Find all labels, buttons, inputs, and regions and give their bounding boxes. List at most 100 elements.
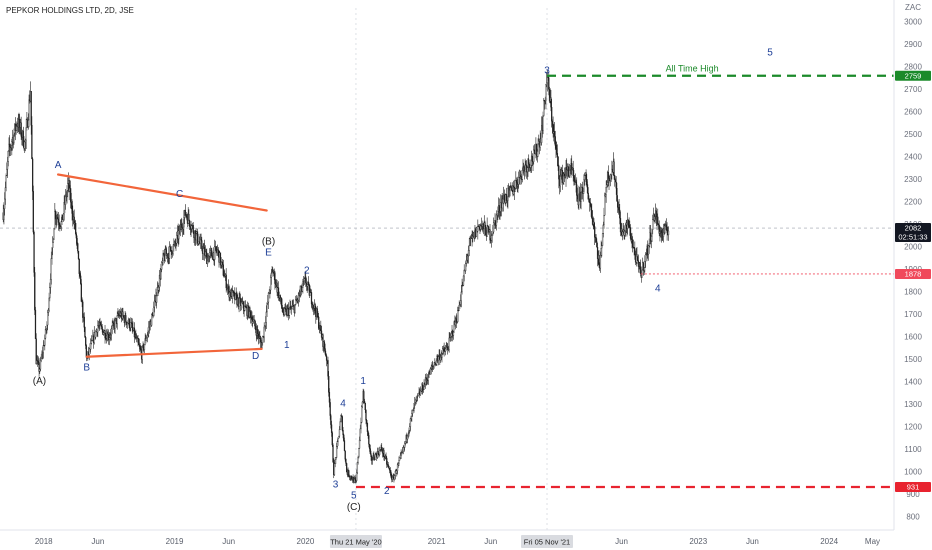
candle-body [457,310,459,322]
candle-body [615,181,617,189]
candle-body [369,448,371,454]
candle-body [639,262,641,267]
candle-body [306,284,308,287]
candle-body [348,470,350,477]
candle-body [39,359,42,370]
y-tick-label: 3000 [904,18,922,27]
candle-body [622,231,624,236]
candle-body [20,122,22,137]
candle-body [301,287,303,292]
candle-body [27,119,29,128]
candle-body [128,319,131,329]
candle-body [75,222,77,234]
candle-body [650,235,652,242]
candle-body [604,195,606,216]
candles [2,70,670,484]
candle-body [398,460,400,464]
candle-body [531,155,533,162]
candle-body [546,82,548,85]
candle-body [417,393,419,396]
candle-body [153,300,156,308]
candle-body [387,464,389,467]
candle-body [108,337,110,341]
wave-label: 5 [351,491,357,502]
candle-body [462,275,465,286]
candle-body [324,348,326,354]
low-price-badge-text: 931 [907,483,920,492]
candle-body [161,260,164,263]
candle-body [548,77,550,90]
candle-body [261,342,263,349]
candle-body [267,292,270,303]
candle-body [125,315,127,322]
candle-body [44,328,47,339]
candle-body [53,228,55,240]
candle-body [160,269,162,279]
candle-body [24,139,27,143]
candle-body [654,216,656,221]
candle-body [551,120,554,126]
candle-body [568,170,571,177]
candle-body [618,207,620,211]
candle-body [404,443,406,448]
candle-body [211,250,213,257]
candle-body [343,440,346,451]
candle-body [209,252,211,257]
candle-body [32,191,34,233]
candle-body [49,279,52,288]
candle-body [191,225,193,230]
candle-body [208,255,210,262]
candle-body [589,202,592,206]
candle-body [409,426,411,431]
candle-body [84,327,86,338]
candle-body [310,292,313,305]
trendline [85,347,263,358]
candle-body [77,243,79,252]
candle-body [35,338,37,365]
candle-body [265,311,267,323]
candle-body [399,454,402,459]
candle-body [338,429,341,437]
candle-body [281,305,283,309]
candle-body [215,246,217,251]
candle-body [364,402,366,411]
candle-body [336,441,338,447]
candle-body [526,167,528,173]
candle-body [33,231,35,273]
candle-body [517,184,519,187]
candle-body [270,277,272,291]
candle-body [259,336,261,339]
time-axis-bg[interactable] [0,530,894,550]
candle-body [385,455,387,459]
candle-body [341,416,343,431]
candle-body [468,245,470,251]
candle-body [555,145,557,149]
candle-body [414,399,417,403]
candle-body [343,434,345,441]
trendline [56,173,268,212]
candle-body [652,219,654,230]
candle-body [591,209,593,219]
candle-body [627,219,630,226]
candle-body [530,164,532,168]
candle-body [657,216,659,224]
candle-body [397,463,399,465]
candle-body [664,225,666,233]
candle-body [338,435,340,439]
candle-body [195,233,197,241]
candle-body [368,435,370,445]
candle-body [302,281,304,288]
wave-label: D [252,351,259,362]
y-tick-label: 2300 [904,175,922,184]
candle-body [62,213,65,220]
candle-body [459,300,462,305]
candle-body [47,309,50,313]
candle-body [407,433,409,437]
candle-body [666,229,668,233]
wave-label: 4 [655,284,661,295]
candle-body [249,307,251,312]
candle-body [153,306,155,317]
